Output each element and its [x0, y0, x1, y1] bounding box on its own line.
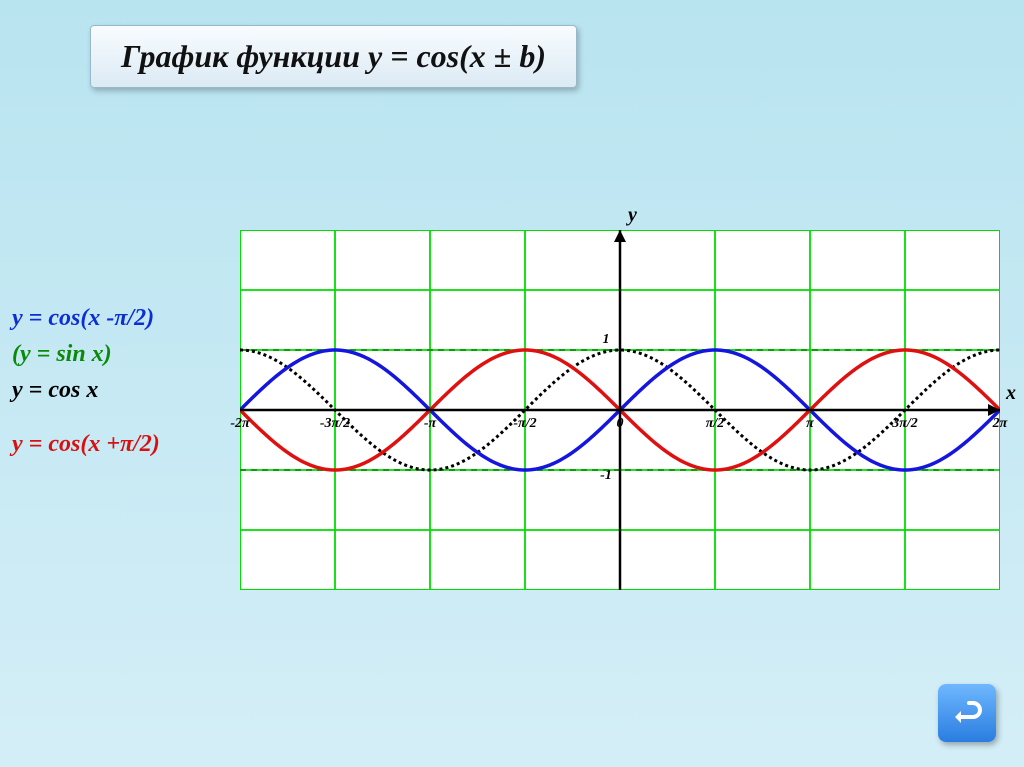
function-chart	[240, 230, 1000, 590]
x-axis-label: x	[1006, 382, 1016, 405]
x-tick-label: π	[806, 416, 814, 432]
slide-title: График функции y = cos(x ± b)	[90, 25, 577, 88]
return-icon	[947, 693, 987, 733]
x-tick-label: -2π	[230, 416, 249, 432]
chart-panel: y x -2π-3π/2-π-π/20π/2π3π/22π1-1	[240, 230, 1000, 595]
eq-cos-shift-left: y = cos(x +π/2)	[12, 426, 160, 462]
x-tick-label: π/2	[706, 416, 725, 432]
y-axis-label: y	[628, 204, 637, 227]
x-tick-label: 0	[617, 416, 624, 432]
return-button[interactable]	[938, 684, 996, 742]
eq-cos-shift-right: y = cos(x -π/2)	[12, 300, 160, 336]
legend-equations: y = cos(x -π/2) (y = sin x) y = cos x y …	[12, 300, 160, 462]
eq-sin-equiv: (y = sin x)	[12, 336, 160, 372]
eq-cos: y = cos x	[12, 372, 160, 408]
x-tick-label: -π	[424, 416, 436, 432]
x-tick-label: 2π	[993, 416, 1008, 432]
x-tick-label: -π/2	[513, 416, 536, 432]
y-tick-label: 1	[603, 332, 610, 348]
x-tick-label: 3π/2	[892, 416, 918, 432]
y-tick-label: -1	[600, 468, 612, 484]
x-tick-label: -3π/2	[320, 416, 350, 432]
